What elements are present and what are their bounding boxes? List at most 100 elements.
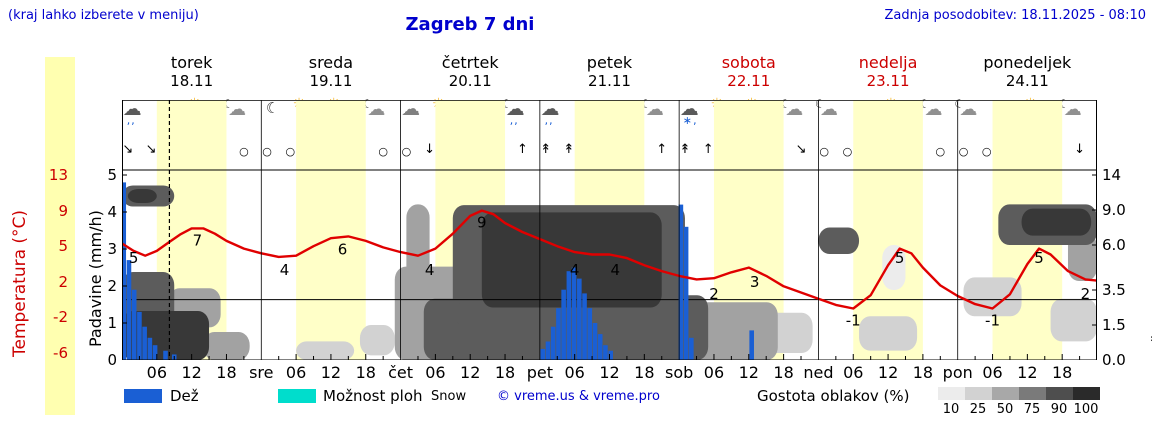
drops-glyph: ‚‚ — [126, 114, 136, 127]
wind-symbol: ○ — [842, 145, 853, 158]
rain-legend-label: Dež — [170, 387, 199, 405]
temperature-tick: 2 — [58, 272, 68, 291]
day-date-label: 21.11 — [588, 72, 631, 90]
day-abbrev-label: ned — [803, 363, 834, 382]
temperature-value-label: -1 — [985, 312, 1000, 330]
wind-symbol: ↟ — [540, 142, 552, 157]
moon-glyph: ☾ — [954, 97, 967, 111]
cloud-layer-blob — [203, 332, 250, 360]
temperature-tick: 5 — [58, 237, 68, 256]
moon-glyph: ☾ — [919, 97, 932, 111]
cloud-dark-glyph: ☁ — [505, 98, 526, 120]
precipitation-bar — [550, 326, 556, 360]
showers-legend-label: Možnost ploh — [323, 387, 423, 405]
hour-tick-label: 06 — [146, 363, 167, 382]
precipitation-tick: 2 — [107, 277, 117, 295]
wind-symbol: ↓ — [424, 142, 436, 157]
density-scale-tick: 25 — [969, 402, 987, 417]
cloud-layer-blob — [963, 277, 1022, 317]
day-name-label: četrtek — [441, 53, 499, 72]
day-name-label: petek — [586, 53, 633, 72]
day-abbrev-label: pon — [942, 363, 973, 382]
hour-tick-label: 06 — [843, 363, 864, 382]
precipitation-tick: 4 — [107, 203, 117, 221]
cloud-layer-blob — [859, 316, 918, 351]
rain-legend-swatch — [124, 389, 162, 403]
cloud-dark-glyph: ☁ — [540, 98, 561, 120]
precipitation-bar — [142, 326, 147, 360]
precipitation-bar — [147, 337, 153, 360]
cloud-layer-blob — [1021, 208, 1092, 236]
day-abbrev-label: sob — [665, 363, 694, 382]
showers-legend-swatch — [278, 389, 316, 403]
wind-symbol: ○ — [819, 145, 830, 158]
hour-tick-label: 06 — [982, 363, 1003, 382]
temperature-line — [122, 209, 1097, 310]
cloud-glyph: ☁ — [367, 99, 387, 120]
cloudy-icon: ☁ — [397, 99, 427, 133]
cloud-moon-icon: ☾ ☁ — [1058, 97, 1089, 133]
density-scale-tick: 75 — [1023, 402, 1041, 417]
wind-symbol: ○ — [378, 145, 388, 158]
day-abbrev-label: pet — [526, 363, 553, 382]
wind-symbol: ↘ — [122, 142, 134, 157]
page-title: Zagreb 7 dni — [405, 14, 535, 35]
moon-glyph: ☾ — [223, 97, 235, 111]
density-scale-box — [992, 387, 1019, 400]
temperature-value-label: 5 — [1034, 249, 1044, 267]
hour-tick-label: 18 — [1051, 363, 1073, 382]
precipitation-bar — [678, 204, 684, 360]
temperature-tick: -2 — [53, 308, 68, 327]
precipitation-tick: 3 — [107, 240, 117, 258]
precipitation-bar — [545, 341, 551, 360]
sleet-icon: ☁ ∗‚ — [676, 99, 706, 133]
moon-icon: ☾ — [258, 99, 288, 133]
wind-symbol: ○ — [401, 145, 412, 158]
density-scale-box — [965, 387, 992, 400]
day-name-label: ponedeljek — [983, 53, 1072, 72]
hour-tick-label: 12 — [320, 363, 342, 382]
cloud-height-tick: 0.0 — [1102, 351, 1126, 369]
wind-symbol: ○ — [958, 145, 969, 158]
location-hint: (kraj lahko izberete v meniju) — [8, 8, 199, 23]
temperature-tick: -6 — [53, 344, 68, 362]
temperature-value-label: 3 — [750, 273, 760, 291]
drops-glyph: ‚‚ — [544, 114, 554, 127]
cloud-glyph: ☁ — [785, 99, 805, 120]
moon-glyph: ☾ — [815, 97, 827, 111]
day-name-label: torek — [170, 53, 213, 72]
cloud-moon-icon: ☾ ☁ — [954, 97, 984, 133]
meteogram-plot: 5 7 4 6 4 9 4 4 2 3 -1 5 -1 5 2 — [122, 100, 1097, 360]
copyright-link[interactable]: © vreme.us & vreme.pro — [497, 389, 660, 404]
precipitation-bar — [131, 289, 137, 360]
day-date-label: 22.11 — [727, 72, 771, 90]
cloud-glyph: ☁ — [228, 99, 248, 120]
density-scale-tick: 90 — [1050, 402, 1068, 417]
hour-tick-label: 12 — [460, 363, 481, 382]
density-scale-tick: 10 — [942, 402, 960, 417]
cloud-layer-blob — [818, 227, 860, 254]
cloud-moon-icon: ☾ ☁ — [919, 97, 950, 133]
day-header: sobota 22.11 — [722, 53, 776, 90]
precipitation-bar — [577, 278, 582, 360]
precipitation-bar — [749, 330, 754, 360]
wind-symbol: ○ — [935, 145, 946, 158]
hour-tick-label: 18 — [912, 363, 934, 382]
temperature-value-label: 2 — [1081, 285, 1091, 303]
hour-tick-label: 12 — [1017, 363, 1038, 382]
precipitation-bar — [540, 348, 546, 360]
cloud-layer-blob — [359, 325, 395, 356]
rain-icon: ☁‚‚ — [536, 99, 566, 133]
precipitation-bar — [587, 308, 593, 360]
precipitation-bar — [608, 350, 613, 360]
moon-glyph: ☾ — [501, 97, 514, 111]
moon-glyph: ☾ — [1058, 97, 1071, 111]
moon-glyph: ☾ — [362, 97, 375, 111]
precipitation-bar — [163, 350, 168, 360]
day-date-label: 19.11 — [309, 72, 353, 90]
cloud-layer-blob — [127, 189, 157, 203]
cloud-c-glyph: ☁ — [401, 98, 422, 120]
moon-glyph: ☾ — [780, 97, 792, 111]
density-scale-box — [1073, 387, 1100, 400]
